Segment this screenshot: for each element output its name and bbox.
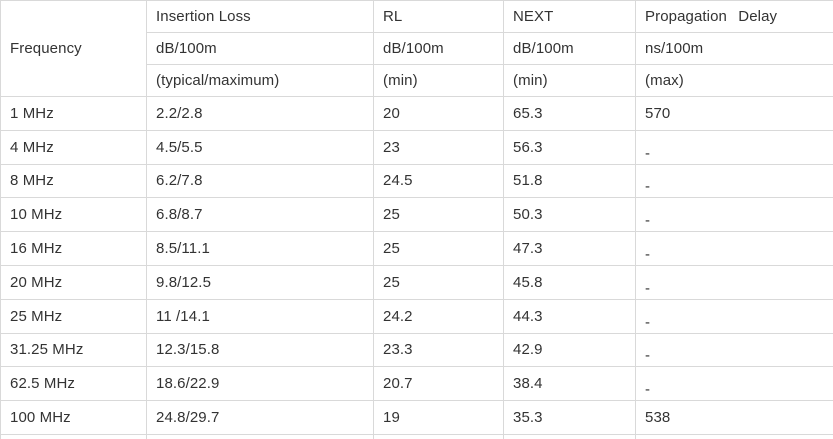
- table-row: 100 MHz 24.8/29.7 19 35.3 538: [0, 400, 833, 435]
- cell-next: 42.9: [503, 332, 636, 368]
- cell-next: 35.3: [503, 400, 636, 435]
- cell-next: 38.4: [503, 366, 636, 402]
- table-row: 31.25 MHz 12.3/15.8 23.3 42.9-: [0, 332, 833, 368]
- cell-frequency: 20 MHz: [0, 264, 147, 300]
- cell-insertion-loss: 8.5/11.1: [146, 231, 374, 266]
- table-row: 62.5 MHz 18.6/22.9 20.7 38.4-: [0, 366, 833, 402]
- cell-insertion-loss: 24.8/29.7: [146, 400, 374, 435]
- header-insertion-loss-qualifier: (typical/maximum): [146, 64, 374, 97]
- cell-next: 45.8: [503, 264, 636, 300]
- cell-frequency: 1 MHz: [0, 96, 147, 131]
- header-rl-unit: dB/100m: [373, 32, 504, 65]
- header-rl-title: RL: [373, 0, 504, 33]
- header-row-unit: dB/100m dB/100m dB/100m ns/100m: [1, 32, 833, 65]
- table-row: 20 MHz 9.8/12.5 25 45.8-: [0, 264, 833, 300]
- header-next-unit: dB/100m: [503, 32, 636, 65]
- header-next-qualifier: (min): [503, 64, 636, 97]
- header-next-title: NEXT: [503, 0, 636, 33]
- cell-insertion-loss: 9.8/12.5: [146, 264, 374, 300]
- clipped-cell: [635, 433, 833, 439]
- cell-rl: 19: [373, 400, 504, 435]
- cell-rl: 20: [373, 96, 504, 131]
- cell-frequency: 31.25 MHz: [0, 332, 147, 368]
- cell-rl: 20.7: [373, 366, 504, 402]
- cell-rl: 24.2: [373, 298, 504, 334]
- header-propagation-delay-qualifier: (max): [635, 64, 833, 97]
- table-header: Frequency Insertion Loss RL NEXT Propaga…: [0, 0, 833, 97]
- cell-propagation-delay: -: [635, 129, 833, 165]
- cell-propagation-delay: -: [635, 231, 833, 266]
- cell-rl: 23.3: [373, 332, 504, 368]
- cell-propagation-delay: -: [635, 197, 833, 233]
- cell-insertion-loss: 4.5/5.5: [146, 129, 374, 165]
- cell-propagation-delay: -: [635, 366, 833, 402]
- header-propagation-delay-title: Propagation Delay: [635, 0, 833, 33]
- table-row: 1 MHz 2.2/2.8 20 65.3 570: [0, 96, 833, 131]
- table-row: 16 MHz 8.5/11.1 25 47.3-: [0, 231, 833, 266]
- cell-propagation-delay: -: [635, 264, 833, 300]
- cell-rl: 25: [373, 231, 504, 266]
- clipped-cell: [503, 433, 636, 439]
- header-rl-qualifier: (min): [373, 64, 504, 97]
- table-row: 8 MHz 6.2/7.8 24.5 51.8-: [0, 163, 833, 199]
- cell-insertion-loss: 11 /14.1: [146, 298, 374, 334]
- cell-frequency: 25 MHz: [0, 298, 147, 334]
- cell-rl: 25: [373, 264, 504, 300]
- header-propagation-delay-unit: ns/100m: [635, 32, 833, 65]
- table-row: 4 MHz 4.5/5.5 23 56.3-: [0, 129, 833, 165]
- clipped-cell: [146, 433, 374, 439]
- cell-next: 50.3: [503, 197, 636, 233]
- cell-frequency: 10 MHz: [0, 197, 147, 233]
- cell-propagation-delay: 538: [635, 400, 833, 435]
- cell-propagation-delay: -: [635, 163, 833, 199]
- cell-propagation-delay: -: [635, 298, 833, 334]
- cell-rl: 23: [373, 129, 504, 165]
- cell-next: 56.3: [503, 129, 636, 165]
- clipped-row: [0, 433, 833, 439]
- table-row: 25 MHz 11 /14.1 24.2 44.3-: [0, 298, 833, 334]
- cell-frequency: 16 MHz: [0, 231, 147, 266]
- cell-frequency: 62.5 MHz: [0, 366, 147, 402]
- cell-frequency: 100 MHz: [0, 400, 147, 435]
- clipped-cell: [373, 433, 504, 439]
- cell-insertion-loss: 18.6/22.9: [146, 366, 374, 402]
- cell-rl: 24.5: [373, 163, 504, 199]
- table-row: 10 MHz 6.8/8.7 25 50.3-: [0, 197, 833, 233]
- cell-insertion-loss: 12.3/15.8: [146, 332, 374, 368]
- table-body: 1 MHz 2.2/2.8 20 65.3 570 4 MHz 4.5/5.5 23 56.3-…: [0, 96, 833, 439]
- cell-next: 47.3: [503, 231, 636, 266]
- cell-insertion-loss: 6.8/8.7: [146, 197, 374, 233]
- header-row-qualifier: (typical/maximum) (min) (min) (max): [1, 64, 833, 97]
- clipped-cell: [0, 433, 147, 439]
- header-insertion-loss-title: Insertion Loss: [146, 0, 374, 33]
- cell-next: 44.3: [503, 298, 636, 334]
- cell-propagation-delay: -: [635, 332, 833, 368]
- header-frequency: Frequency: [0, 0, 147, 97]
- cell-rl: 25: [373, 197, 504, 233]
- cell-insertion-loss: 6.2/7.8: [146, 163, 374, 199]
- cell-frequency: 8 MHz: [0, 163, 147, 199]
- header-insertion-loss-unit: dB/100m: [146, 32, 374, 65]
- cell-propagation-delay: 570: [635, 96, 833, 131]
- cell-next: 65.3: [503, 96, 636, 131]
- cell-frequency: 4 MHz: [0, 129, 147, 165]
- cell-next: 51.8: [503, 163, 636, 199]
- header-row-title: Frequency Insertion Loss RL NEXT Propaga…: [0, 0, 833, 97]
- cell-insertion-loss: 2.2/2.8: [146, 96, 374, 131]
